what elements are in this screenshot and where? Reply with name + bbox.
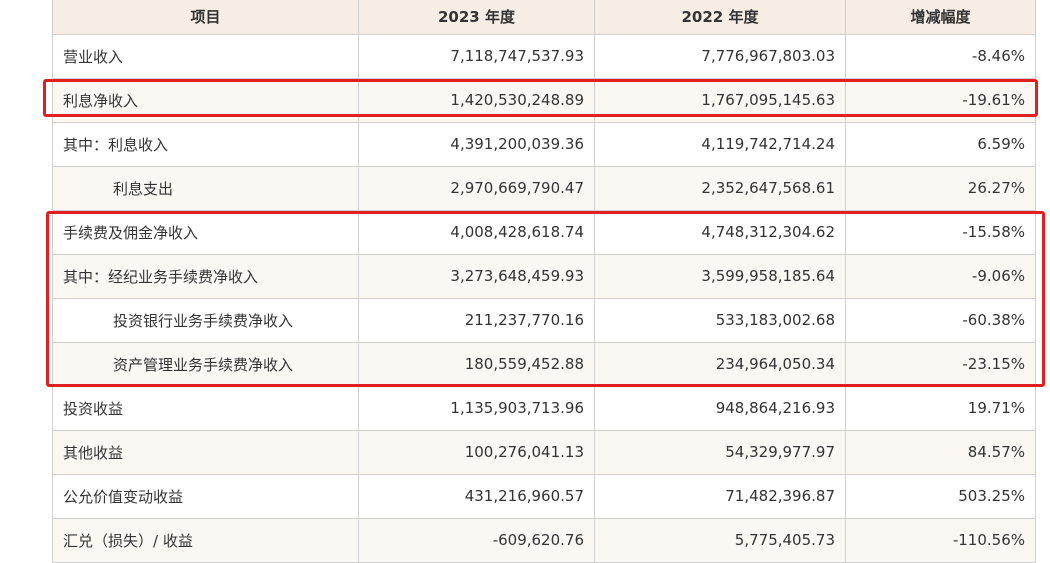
row-item: 公允价值变动收益 bbox=[52, 473, 359, 519]
row-2022: 2,352,647,568.61 bbox=[594, 165, 846, 211]
table-row: 手续费及佣金净收入 4,008,428,618.74 4,748,312,304… bbox=[52, 209, 1036, 255]
row-change: -8.46% bbox=[845, 33, 1036, 79]
table-row: 利息净收入 1,420,530,248.89 1,767,095,145.63 … bbox=[52, 77, 1036, 123]
row-item: 投资收益 bbox=[52, 385, 359, 431]
header-item: 项目 bbox=[52, 0, 359, 35]
table-row: 其中：利息收入 4,391,200,039.36 4,119,742,714.2… bbox=[52, 121, 1036, 167]
row-2023: 1,420,530,248.89 bbox=[358, 77, 595, 123]
table-row: 公允价值变动收益 431,216,960.57 71,482,396.87 50… bbox=[52, 473, 1036, 519]
row-item: 营业收入 bbox=[52, 33, 359, 79]
row-2023: 431,216,960.57 bbox=[358, 473, 595, 519]
row-2023: 2,970,669,790.47 bbox=[358, 165, 595, 211]
table-row: 利息支出 2,970,669,790.47 2,352,647,568.61 2… bbox=[52, 165, 1036, 211]
row-2022: 533,183,002.68 bbox=[594, 297, 846, 343]
financial-table: 项目 2023 年度 2022 年度 增减幅度 营业收入 7,118,747,5… bbox=[52, 0, 1036, 563]
row-item: 汇兑（损失）/ 收益 bbox=[52, 517, 359, 563]
table-row: 投资收益 1,135,903,713.96 948,864,216.93 19.… bbox=[52, 385, 1036, 431]
row-change: -15.58% bbox=[845, 209, 1036, 255]
row-change: 6.59% bbox=[845, 121, 1036, 167]
row-item: 利息支出 bbox=[52, 165, 359, 211]
row-change: -110.56% bbox=[845, 517, 1036, 563]
table-header-row: 项目 2023 年度 2022 年度 增减幅度 bbox=[52, 0, 1036, 35]
table-row: 营业收入 7,118,747,537.93 7,776,967,803.03 -… bbox=[52, 33, 1036, 79]
row-2023: 180,559,452.88 bbox=[358, 341, 595, 387]
row-2022: 4,119,742,714.24 bbox=[594, 121, 846, 167]
row-item: 手续费及佣金净收入 bbox=[52, 209, 359, 255]
table-row: 资产管理业务手续费净收入 180,559,452.88 234,964,050.… bbox=[52, 341, 1036, 387]
row-2022: 5,775,405.73 bbox=[594, 517, 846, 563]
row-change: 84.57% bbox=[845, 429, 1036, 475]
row-change: 503.25% bbox=[845, 473, 1036, 519]
row-2022: 7,776,967,803.03 bbox=[594, 33, 846, 79]
row-change: 26.27% bbox=[845, 165, 1036, 211]
row-change: -9.06% bbox=[845, 253, 1036, 299]
row-item: 投资银行业务手续费净收入 bbox=[52, 297, 359, 343]
financial-table-container: 项目 2023 年度 2022 年度 增减幅度 营业收入 7,118,747,5… bbox=[52, 0, 1036, 563]
table-row: 投资银行业务手续费净收入 211,237,770.16 533,183,002.… bbox=[52, 297, 1036, 343]
row-2022: 54,329,977.97 bbox=[594, 429, 846, 475]
row-item: 其他收益 bbox=[52, 429, 359, 475]
row-2022: 3,599,958,185.64 bbox=[594, 253, 846, 299]
row-change: -23.15% bbox=[845, 341, 1036, 387]
row-2023: 4,008,428,618.74 bbox=[358, 209, 595, 255]
table-row: 其他收益 100,276,041.13 54,329,977.97 84.57% bbox=[52, 429, 1036, 475]
row-2022: 234,964,050.34 bbox=[594, 341, 846, 387]
header-2022: 2022 年度 bbox=[594, 0, 846, 35]
row-2023: 3,273,648,459.93 bbox=[358, 253, 595, 299]
row-item: 利息净收入 bbox=[52, 77, 359, 123]
row-change: -19.61% bbox=[845, 77, 1036, 123]
row-2022: 4,748,312,304.62 bbox=[594, 209, 846, 255]
row-2022: 71,482,396.87 bbox=[594, 473, 846, 519]
row-item: 资产管理业务手续费净收入 bbox=[52, 341, 359, 387]
header-change: 增减幅度 bbox=[845, 0, 1036, 35]
header-2023: 2023 年度 bbox=[358, 0, 595, 35]
table-row: 其中：经纪业务手续费净收入 3,273,648,459.93 3,599,958… bbox=[52, 253, 1036, 299]
row-change: 19.71% bbox=[845, 385, 1036, 431]
row-change: -60.38% bbox=[845, 297, 1036, 343]
table-row: 汇兑（损失）/ 收益 -609,620.76 5,775,405.73 -110… bbox=[52, 517, 1036, 563]
row-2023: 4,391,200,039.36 bbox=[358, 121, 595, 167]
row-2022: 948,864,216.93 bbox=[594, 385, 846, 431]
row-2023: 100,276,041.13 bbox=[358, 429, 595, 475]
row-2023: 7,118,747,537.93 bbox=[358, 33, 595, 79]
row-item: 其中：经纪业务手续费净收入 bbox=[52, 253, 359, 299]
row-2023: 211,237,770.16 bbox=[358, 297, 595, 343]
row-2023: 1,135,903,713.96 bbox=[358, 385, 595, 431]
row-2022: 1,767,095,145.63 bbox=[594, 77, 846, 123]
row-2023: -609,620.76 bbox=[358, 517, 595, 563]
row-item: 其中：利息收入 bbox=[52, 121, 359, 167]
